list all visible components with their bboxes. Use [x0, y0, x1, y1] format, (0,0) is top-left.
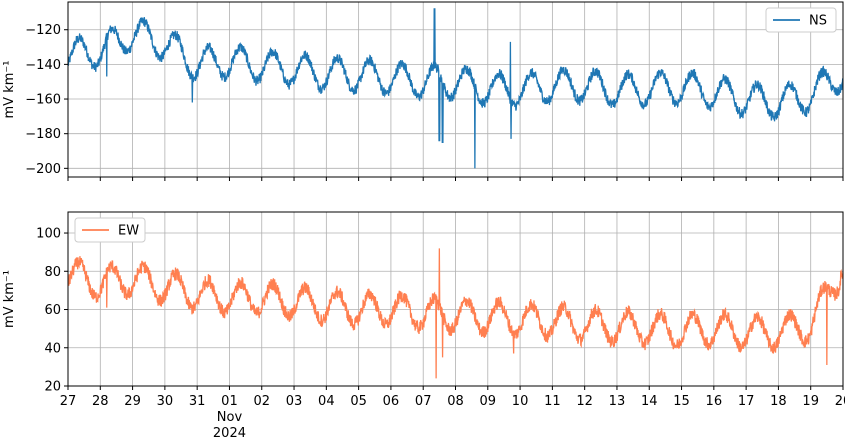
x-tick-label: 01 — [221, 394, 238, 409]
x-tick-label: 06 — [383, 394, 400, 409]
x-tick-label: 28 — [92, 394, 109, 409]
legend-label: NS — [809, 14, 827, 29]
x-tick-label: 27 — [60, 394, 77, 409]
ns-panel: −120 −140 −160 −180 −200 NS mV km⁻¹ — [2, 1, 844, 181]
x-tick-label: 05 — [350, 394, 367, 409]
legend: NS — [765, 7, 837, 33]
y-tick-label: 60 — [44, 303, 61, 318]
x-month-label: Nov — [217, 410, 243, 425]
x-axis: 27 28 29 30 31 01 02 03 04 05 06 07 08 09 10 11 12 13 14 15… — [60, 394, 845, 439]
x-tick-label: 14 — [641, 394, 658, 409]
x-tick-label: 15 — [673, 394, 690, 409]
y-tick-label: −140 — [25, 58, 61, 73]
y-tick-label: −160 — [25, 93, 61, 108]
series-line-ns — [68, 8, 843, 169]
x-tick-label: 07 — [415, 394, 432, 409]
y-tick-label: 80 — [44, 265, 61, 280]
y-axis-label: mV km⁻¹ — [2, 61, 17, 119]
legend-box — [74, 217, 146, 243]
x-tick-label: 09 — [480, 394, 497, 409]
x-tick-label: 08 — [447, 394, 464, 409]
ew-panel: 20 40 60 80 100 EW mV km⁻¹ — [2, 211, 844, 395]
y-tick-label: 20 — [44, 380, 61, 395]
y-tick-label: −200 — [25, 162, 61, 177]
x-tick-label: 30 — [157, 394, 174, 409]
x-year-label: 2024 — [213, 426, 246, 439]
x-tick-label: 17 — [738, 394, 755, 409]
legend-box — [765, 7, 837, 33]
y-tick-label: −120 — [25, 23, 61, 38]
legend-label: EW — [118, 224, 139, 239]
x-tick-label: 04 — [318, 394, 335, 409]
x-tick-label: 19 — [802, 394, 819, 409]
x-tick-label: 18 — [770, 394, 787, 409]
x-tick-label: 10 — [512, 394, 529, 409]
x-tick-label: 29 — [124, 394, 141, 409]
y-axis-label: mV km⁻¹ — [2, 270, 17, 328]
y-tick-label: 100 — [36, 227, 61, 242]
series-line-ew — [68, 248, 843, 379]
x-tick-label: 13 — [609, 394, 626, 409]
x-tick-label: 12 — [576, 394, 593, 409]
x-tick-label: 16 — [706, 394, 723, 409]
y-tick-label: −180 — [25, 127, 61, 142]
y-tick-label: 40 — [44, 341, 61, 356]
x-tick-label: 03 — [286, 394, 303, 409]
x-tick-label: 31 — [189, 394, 206, 409]
x-tick-label: 11 — [544, 394, 561, 409]
x-tick-label: 20 — [835, 394, 845, 409]
legend: EW — [74, 217, 146, 243]
x-tick-label: 02 — [253, 394, 270, 409]
